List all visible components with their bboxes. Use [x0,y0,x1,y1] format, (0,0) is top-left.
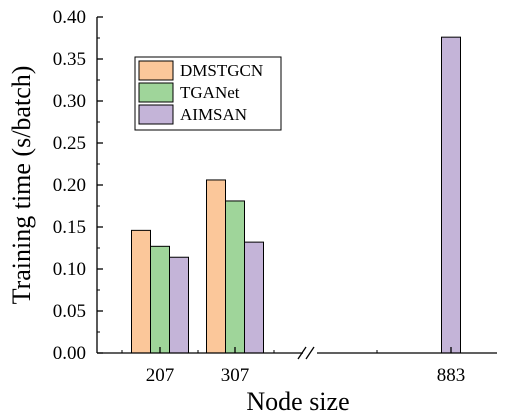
y-axis-title: Training time (s/batch) [7,66,36,305]
y-tick-label: 0.05 [53,301,86,322]
bar-tganet-307 [225,200,245,354]
bar-dmstgcn-307 [206,179,226,354]
x-ticks-group: 207 307 883 [121,347,466,386]
x-tick-label: 883 [437,365,466,386]
x-axis-title: Node size [246,387,349,416]
y-tick-label: 0.25 [53,133,86,154]
y-tick-label: 0.20 [53,175,86,196]
legend-label-dmstgcn: DMSTGCN [180,61,263,80]
y-tick-label: 0.15 [53,217,86,238]
x-tick-label: 307 [221,365,250,386]
legend-label-aimsan: AIMSAN [180,105,247,124]
bar-aimsan-883 [441,36,461,354]
bar-dmstgcn-207 [131,229,151,354]
y-tick-label: 0.35 [53,49,86,70]
y-tick-label: 0.30 [53,91,86,112]
legend: DMSTGCN TGANet AIMSAN [134,56,282,131]
legend-swatch-aimsan [138,104,174,125]
bar-aimsan-307 [244,241,264,354]
y-ticks-group: 0.00 0.05 0.10 0.15 0.20 0.25 0.30 0.35 0.40 [53,7,103,364]
legend-label-tganet: TGANet [180,83,240,102]
y-tick-label: 0.00 [53,343,86,364]
legend-swatch-dmstgcn [138,60,174,81]
x-tick-label: 207 [146,365,175,386]
bar-tganet-207 [150,245,170,354]
axis-break-icon [297,346,315,360]
y-tick-label: 0.40 [53,7,86,28]
y-tick-label: 0.10 [53,259,86,280]
bar-aimsan-207 [169,256,189,354]
legend-swatch-tganet [138,82,174,103]
bars-group [131,36,461,354]
